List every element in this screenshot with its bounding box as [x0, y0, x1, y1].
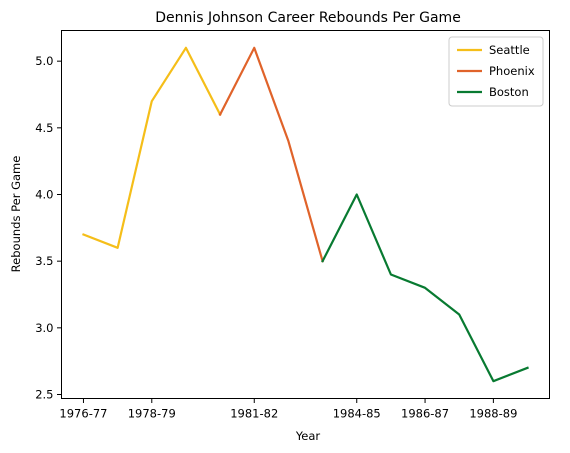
x-tick-label: 1988-89 — [469, 407, 517, 421]
x-axis: 1976-77 1978-79 1981-82 1984-85 1986-87 1988-… — [59, 398, 517, 421]
legend-label-phoenix: Phoenix — [489, 64, 535, 78]
legend-label-seattle: Seattle — [489, 43, 530, 57]
y-tick-label: 5.0 — [35, 54, 53, 68]
x-tick-label: 1984-85 — [333, 407, 381, 421]
x-tick-label: 1981-82 — [230, 407, 278, 421]
plot-area — [82, 46, 529, 383]
legend-label-boston: Boston — [489, 85, 529, 99]
legend-box — [448, 36, 544, 107]
y-tick-label: 3.5 — [35, 254, 53, 268]
legend: Seattle Phoenix Boston — [448, 36, 544, 107]
y-tick-label: 3.0 — [35, 321, 53, 335]
series-line-phoenix — [218, 46, 324, 263]
series-line-boston — [321, 193, 529, 383]
x-tick-label: 1986-87 — [401, 407, 449, 421]
y-tick-label: 2.5 — [35, 388, 53, 402]
y-tick-label: 4.0 — [35, 188, 53, 202]
x-tick-label: 1976-77 — [59, 407, 107, 421]
y-axis-label: Rebounds Per Game — [9, 156, 23, 273]
series-line-seattle — [82, 46, 222, 249]
y-tick-label: 4.5 — [35, 121, 53, 135]
x-tick-label: 1978-79 — [128, 407, 176, 421]
chart-title: Dennis Johnson Career Rebounds Per Game — [155, 10, 461, 26]
plot-frame — [61, 30, 550, 399]
x-axis-label: Year — [295, 429, 321, 443]
y-axis: 2.5 3.0 3.5 4.0 4.5 5.0 — [35, 54, 62, 402]
